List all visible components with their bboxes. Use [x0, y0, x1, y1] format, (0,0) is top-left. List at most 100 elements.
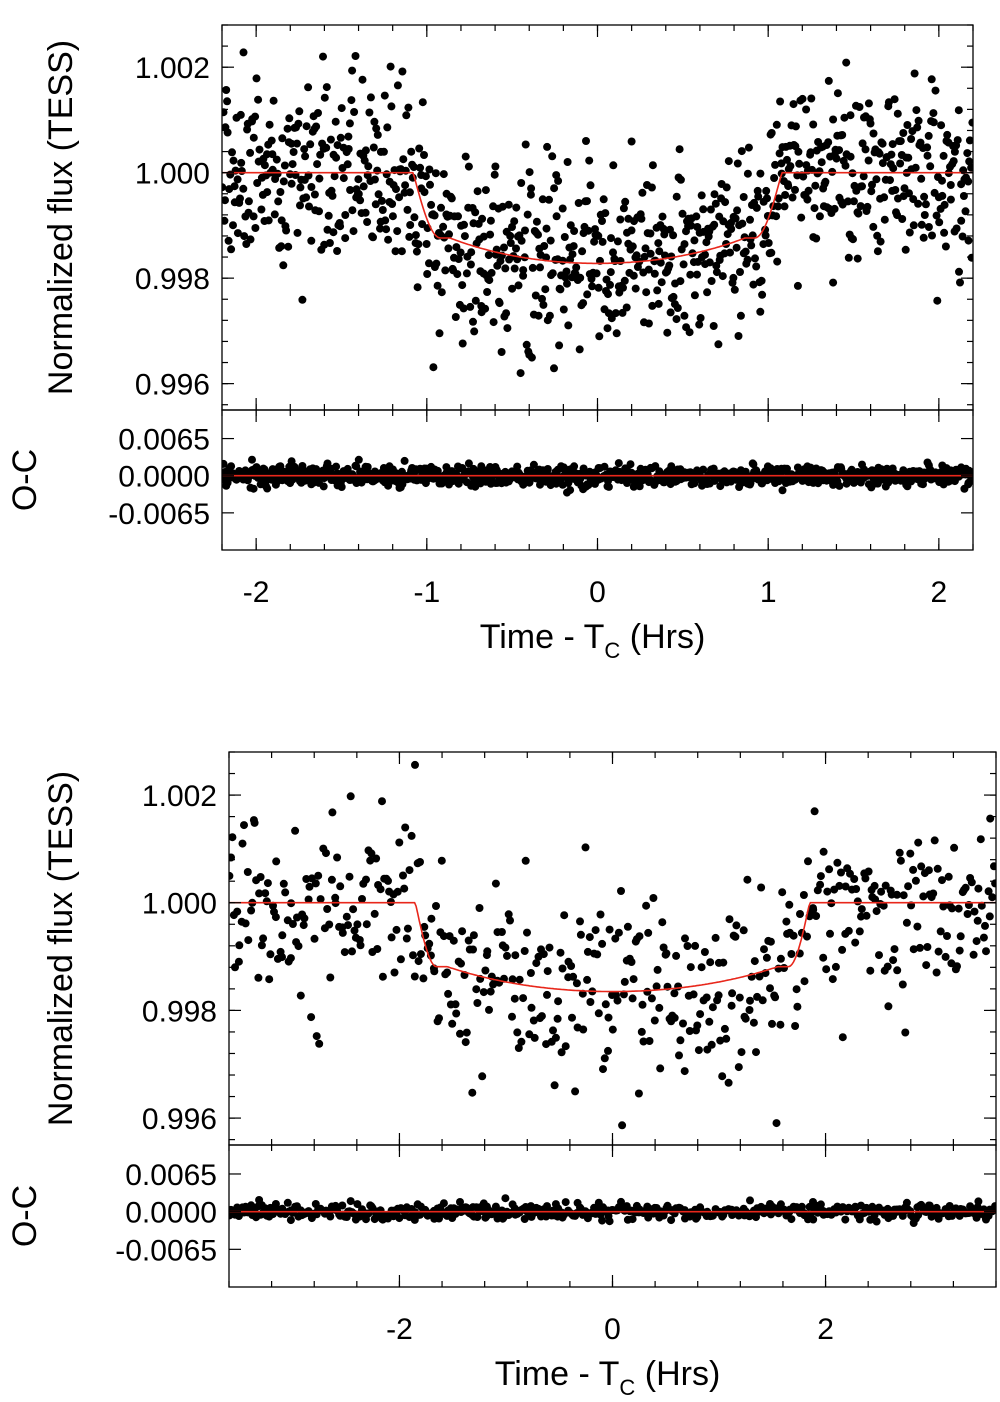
flux-point — [460, 220, 468, 229]
flux-point — [895, 848, 904, 857]
flux-point — [878, 159, 887, 168]
flux-point — [578, 247, 587, 256]
flux-point — [732, 243, 741, 252]
flux-point — [579, 1025, 588, 1034]
flux-point — [613, 996, 622, 1005]
flux-point — [511, 951, 520, 960]
flux-point — [939, 151, 948, 160]
flux-point — [466, 302, 475, 311]
flux-point — [314, 871, 323, 880]
flux-point — [924, 131, 933, 140]
residual-axis-title: O-C — [6, 449, 44, 511]
residual-point — [902, 1198, 911, 1207]
flux-point — [583, 197, 591, 206]
flux-point — [831, 962, 840, 971]
flux-point — [229, 833, 237, 842]
flux-point — [485, 276, 494, 285]
flux-point — [443, 968, 452, 977]
flux-point — [599, 1065, 607, 1074]
residual-point — [286, 1216, 295, 1225]
flux-point — [726, 248, 734, 257]
flux-point — [503, 951, 511, 960]
flux-point — [388, 200, 397, 208]
flux-point — [969, 950, 978, 959]
flux-point — [393, 227, 402, 236]
flux-point — [337, 104, 346, 113]
flux-point — [743, 255, 752, 264]
flux-point — [734, 1063, 743, 1072]
flux-point — [676, 277, 685, 286]
flux-point — [479, 232, 488, 241]
flux-point — [328, 191, 337, 200]
flux-point — [619, 283, 627, 292]
residual-point — [746, 1196, 754, 1205]
flux-point — [771, 160, 780, 169]
flux-point — [644, 928, 653, 937]
flux-point — [741, 1014, 750, 1023]
flux-point — [953, 136, 962, 145]
flux-point — [973, 916, 982, 925]
residual-point — [797, 1202, 806, 1211]
flux-point — [268, 150, 277, 159]
flux-point — [419, 974, 428, 983]
flux-point — [673, 304, 682, 312]
flux-point — [326, 135, 335, 144]
flux-point — [462, 1028, 471, 1037]
flux-point — [628, 994, 637, 1003]
flux-point — [339, 174, 348, 183]
flux-point — [754, 192, 763, 201]
flux-point — [315, 207, 323, 216]
residual-point — [991, 1202, 996, 1211]
flux-point — [344, 132, 353, 141]
flux-point — [961, 207, 970, 216]
flux-point — [557, 1048, 566, 1057]
flux-point — [331, 117, 340, 126]
flux-y-tick-label: 0.996 — [135, 369, 210, 402]
flux-point — [609, 161, 618, 170]
flux-point — [276, 188, 285, 196]
flux-point — [904, 882, 913, 891]
flux-point — [835, 146, 844, 155]
flux-point — [616, 215, 625, 224]
flux-point — [338, 928, 347, 937]
flux-point — [568, 1013, 576, 1022]
flux-point — [734, 332, 743, 340]
flux-point — [414, 957, 423, 966]
flux-point — [296, 991, 305, 1000]
flux-point — [785, 900, 794, 909]
x-axis-title-main: Time - T — [480, 618, 605, 656]
residual-y-tick-label: -0.0065 — [108, 498, 210, 531]
flux-point — [891, 186, 900, 194]
flux-point — [707, 1040, 716, 1049]
flux-point — [837, 868, 845, 877]
flux-point — [941, 952, 950, 961]
flux-point — [425, 259, 433, 268]
flux-point — [344, 921, 352, 930]
flux-point — [922, 961, 931, 970]
flux-point — [819, 847, 828, 856]
flux-point — [705, 258, 714, 267]
flux-point — [347, 96, 356, 105]
flux-point — [830, 204, 839, 213]
residual-point — [787, 1215, 796, 1224]
flux-point — [931, 86, 940, 95]
flux-point — [909, 945, 918, 954]
flux-point — [631, 284, 640, 293]
flux-point — [416, 163, 425, 172]
x-axis-title: Time - TC (Hrs) — [480, 618, 706, 663]
flux-point — [793, 281, 802, 290]
flux-point — [378, 206, 387, 214]
flux-point — [397, 247, 406, 256]
flux-point — [853, 254, 862, 263]
flux-point — [460, 232, 469, 241]
flux-point — [643, 987, 652, 996]
flux-point — [658, 918, 667, 927]
flux-y-tick-label: 1.002 — [135, 52, 210, 85]
flux-point — [252, 74, 261, 83]
flux-axis-title: Normalized flux (TESS) — [42, 771, 80, 1126]
flux-point — [898, 215, 907, 223]
flux-point — [936, 927, 945, 936]
flux-point — [570, 227, 579, 235]
flux-point — [761, 231, 770, 240]
flux-point — [937, 121, 946, 130]
